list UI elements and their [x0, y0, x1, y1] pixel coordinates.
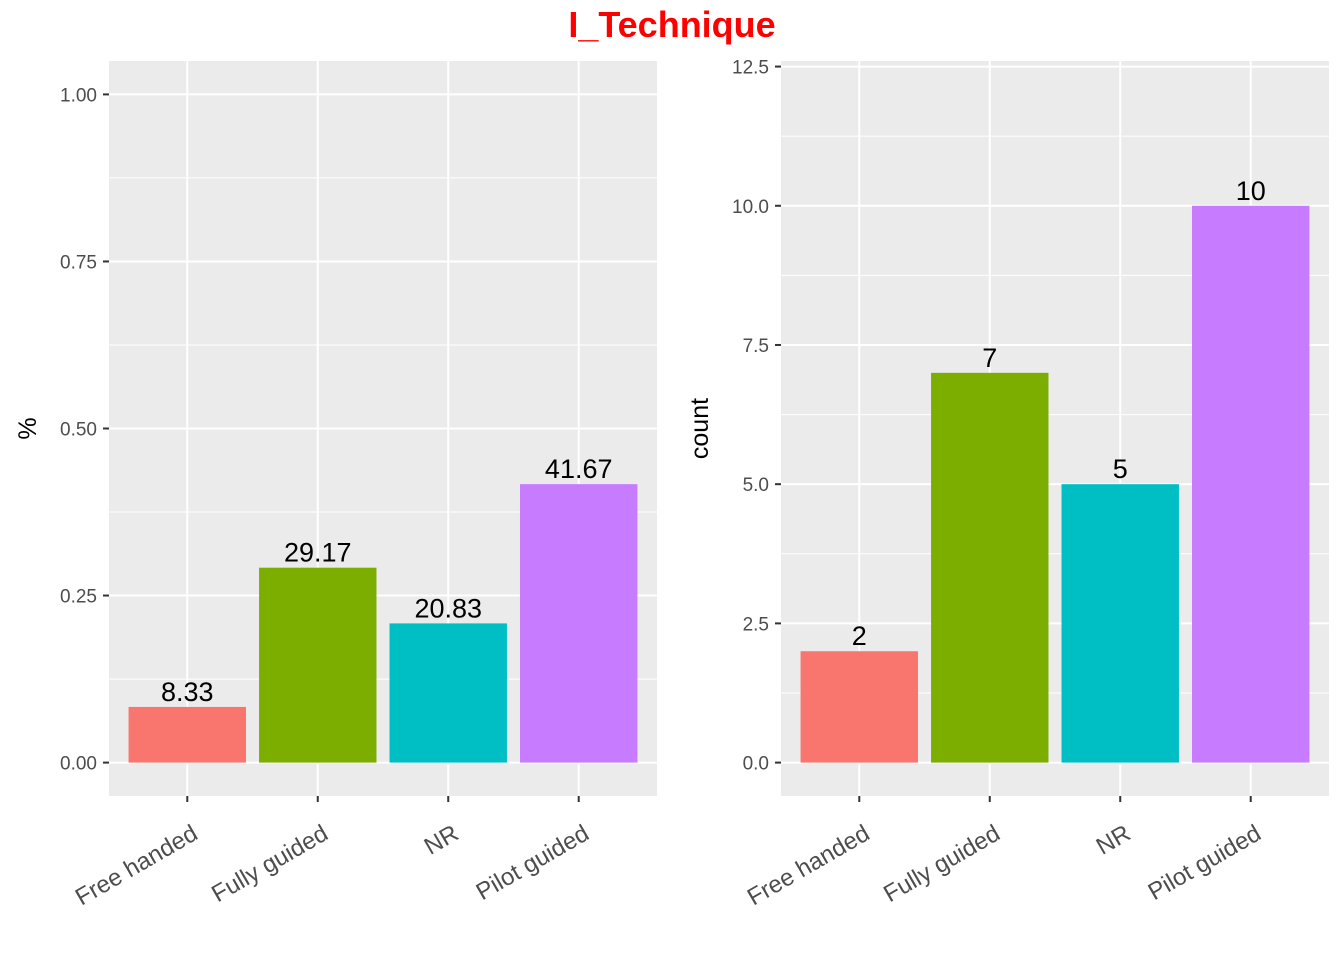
y-tick-label: 0.75	[60, 252, 97, 273]
y-tick-label: 10.0	[732, 197, 769, 218]
bar	[520, 484, 638, 763]
x-tick-label: Free handed	[71, 820, 202, 911]
y-tick-label: 7.5	[743, 336, 769, 357]
y-axis-title: %	[14, 417, 42, 439]
y-tick-label: 2.5	[743, 614, 769, 635]
bar-value-label: 10	[1236, 176, 1266, 206]
x-tick-label: NR	[1092, 820, 1136, 861]
bar	[389, 623, 507, 763]
x-tick-label: Pilot guided	[472, 820, 594, 906]
x-tick-label: Fully guided	[207, 820, 333, 908]
y-tick-label: 0.0	[743, 754, 769, 775]
bar-value-label: 20.83	[414, 593, 482, 623]
bar-value-label: 7	[982, 343, 997, 373]
bar-value-label: 8.33	[161, 677, 214, 707]
y-tick-label: 5.0	[743, 475, 769, 496]
y-tick-label: 0.50	[60, 420, 97, 441]
x-tick-label: Pilot guided	[1144, 820, 1266, 906]
bar-value-label: 2	[852, 621, 867, 651]
bar-value-label: 29.17	[284, 538, 352, 568]
bar-value-label: 41.67	[545, 454, 613, 484]
y-axis-title: count	[686, 398, 714, 459]
x-tick-label: NR	[420, 820, 464, 861]
bar	[259, 567, 377, 763]
chart-title: I_Technique	[568, 4, 776, 45]
bar	[800, 651, 918, 763]
bar	[1192, 205, 1310, 763]
y-tick-label: 0.00	[60, 754, 97, 775]
x-tick-label: Fully guided	[879, 820, 1005, 908]
bar-value-label: 5	[1113, 454, 1128, 484]
bar	[1061, 484, 1179, 763]
y-tick-label: 12.5	[732, 58, 769, 79]
y-tick-label: 0.25	[60, 587, 97, 608]
x-tick-label: Free handed	[743, 820, 874, 911]
bar	[128, 706, 246, 763]
y-tick-label: 1.00	[60, 85, 97, 106]
bar	[931, 372, 1049, 763]
